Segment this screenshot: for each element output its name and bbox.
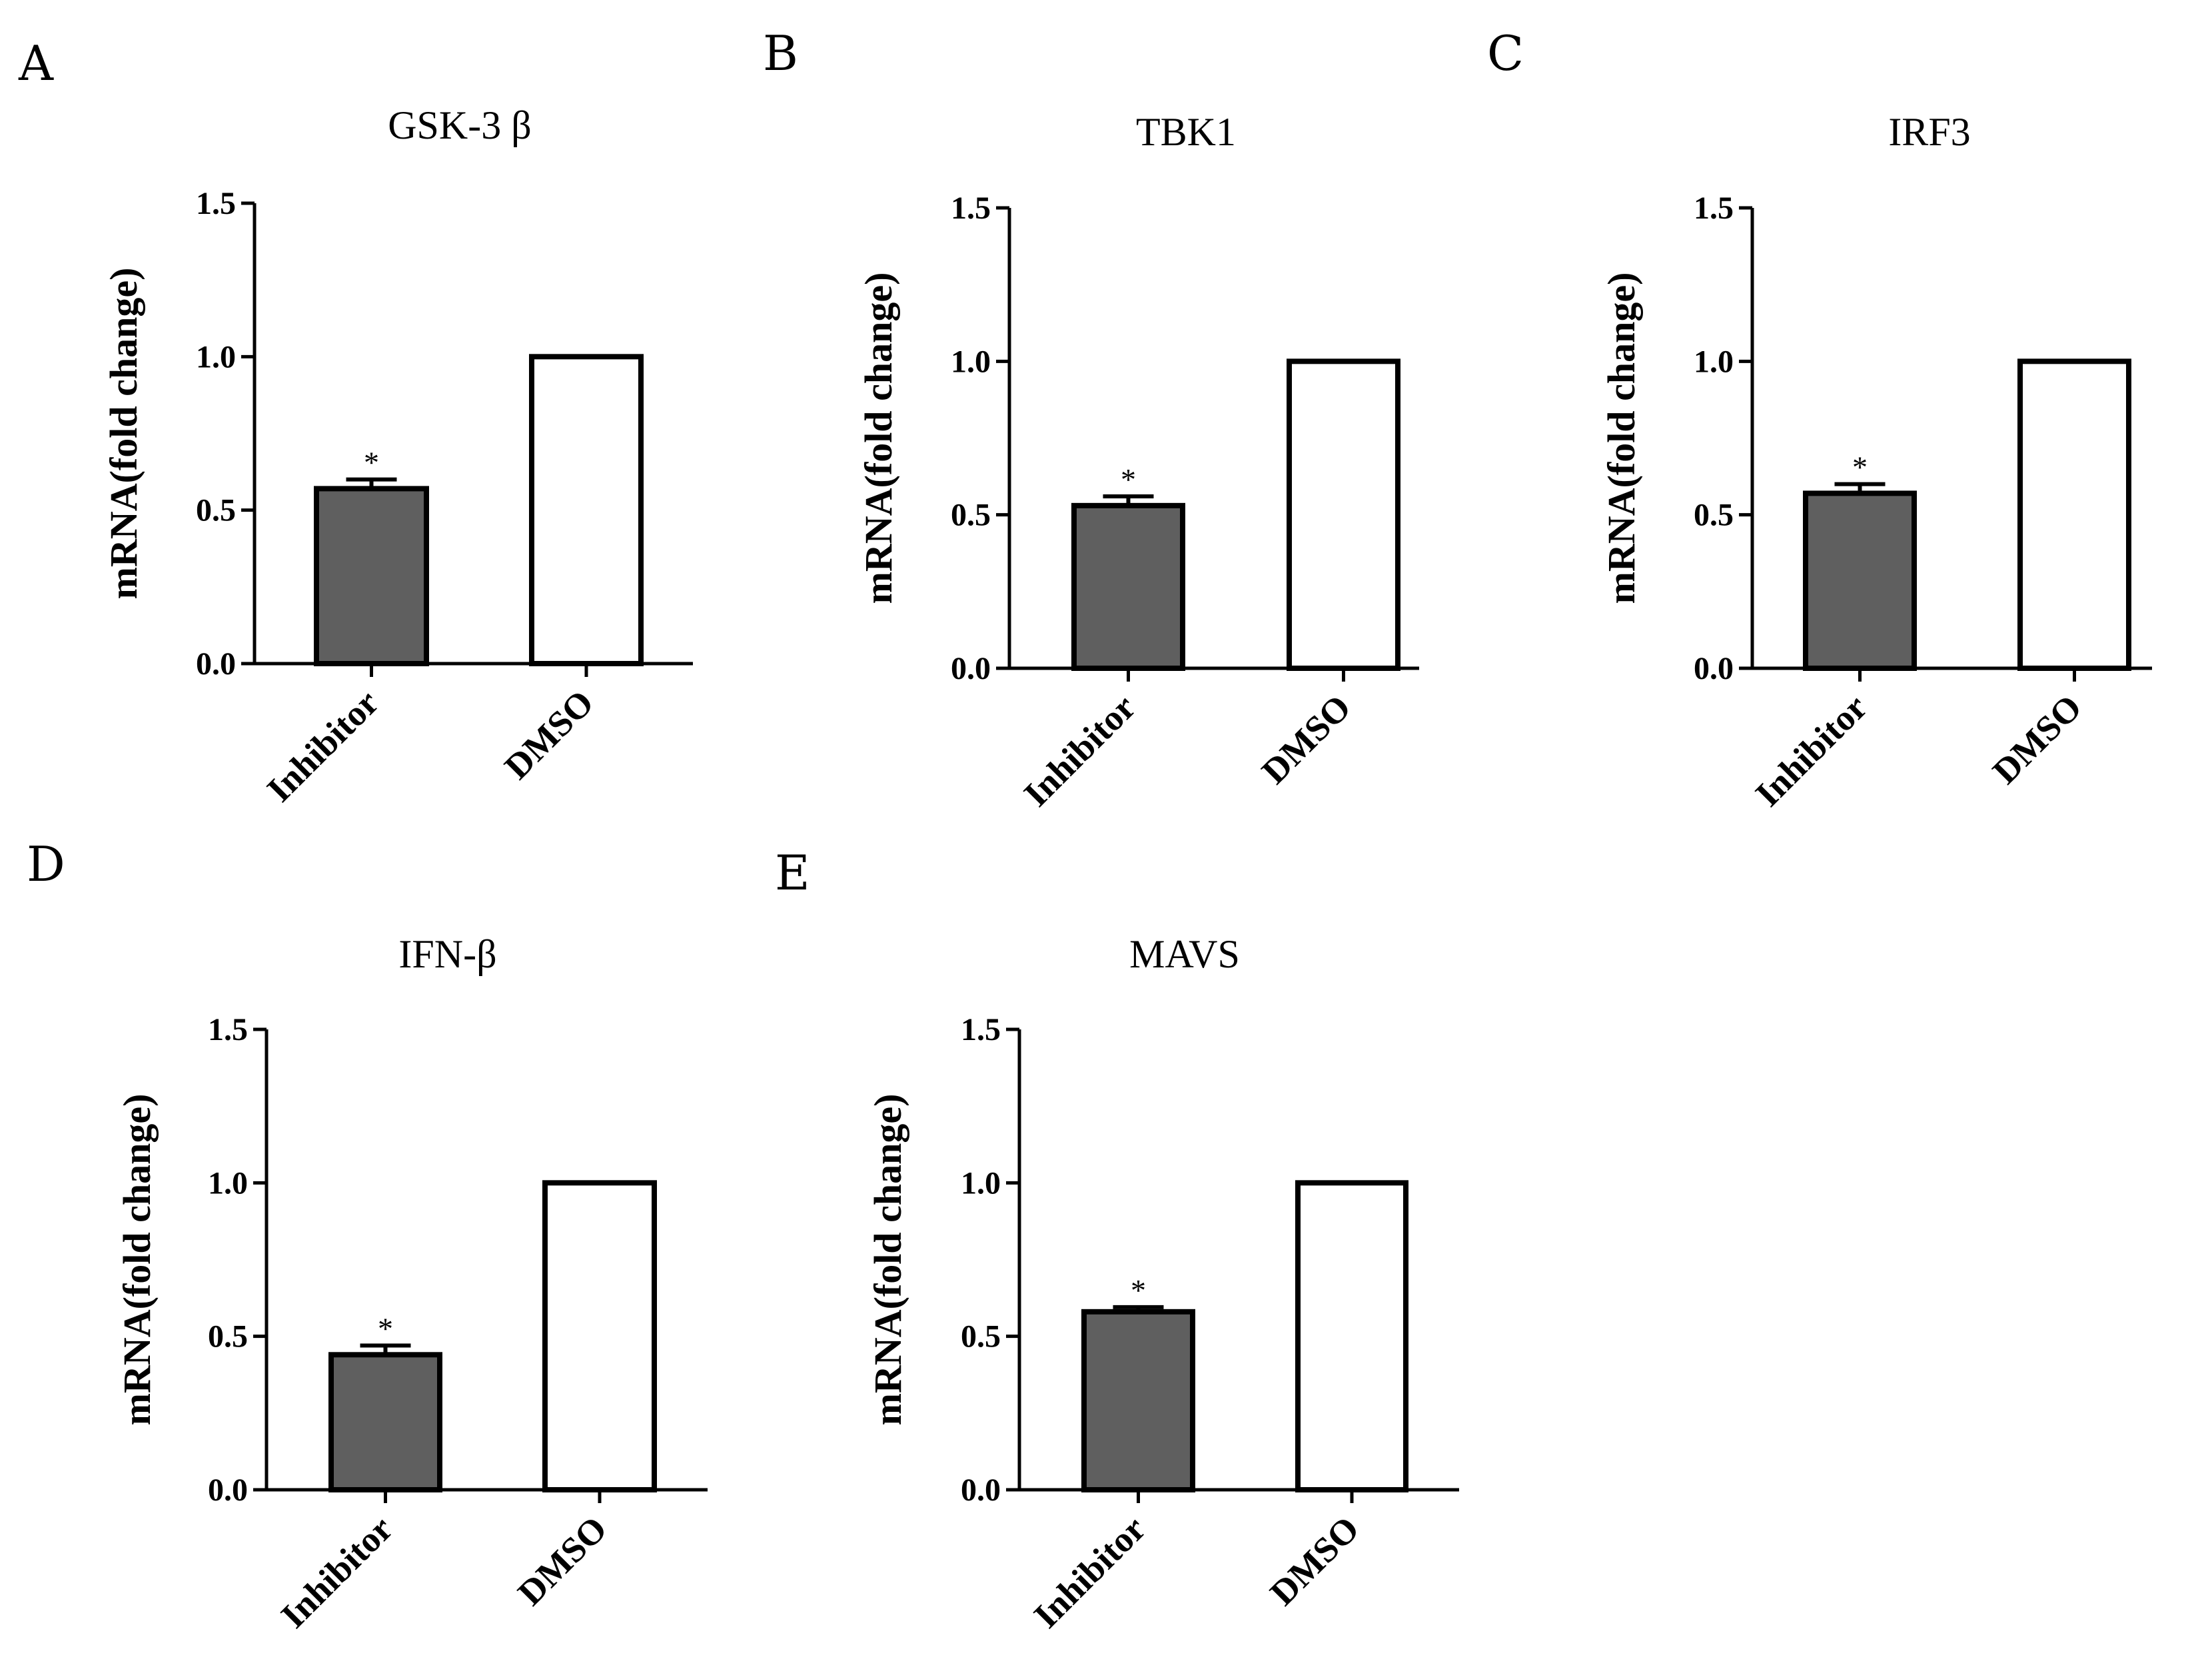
bar-dmso <box>1295 1180 1408 1493</box>
significance-marker: * <box>1131 1273 1146 1307</box>
x-category-label: Inhibitor <box>273 1508 400 1636</box>
y-axis-label: mRNA(fold change) <box>866 1094 909 1426</box>
x-category-label: Inhibitor <box>1748 687 1875 814</box>
x-category-label: Inhibitor <box>1016 687 1143 814</box>
bar-inhibitor <box>328 1352 442 1492</box>
significance-marker: * <box>378 1311 393 1345</box>
bar-dmso <box>2017 358 2131 671</box>
bar-dmso <box>529 354 644 666</box>
y-axis-label: mRNA(fold change) <box>857 273 900 604</box>
y-tick-label: 1.5 <box>1694 191 1734 226</box>
bar-inhibitor <box>314 486 429 666</box>
y-tick-label: 1.5 <box>208 1012 248 1047</box>
x-category-label: DMSO <box>1985 687 2089 792</box>
bar-inhibitor <box>1803 490 1917 671</box>
panel-letter: D <box>27 836 65 892</box>
chart-title: IRF3 <box>1888 110 1970 154</box>
y-tick-label: 0.5 <box>961 1319 1001 1355</box>
y-tick-label: 1.5 <box>951 191 991 226</box>
significance-marker: * <box>364 446 379 480</box>
chart-panel-d: D IFN-β mRNA(fold change) 0.0 0.5 1.0 1.5 * Inhi… <box>27 836 708 1636</box>
y-tick-label: 0.0 <box>961 1472 1001 1508</box>
y-tick-label: 1.5 <box>961 1012 1001 1047</box>
chart-panel-b: B TBK1 mRNA(fold change) 0.0 0.5 1.0 1.5 * Inhib… <box>763 25 1419 814</box>
significance-marker: * <box>1121 462 1136 496</box>
x-category-label: Inhibitor <box>259 682 386 810</box>
bar-inhibitor <box>1071 502 1185 672</box>
bar-dmso <box>542 1180 657 1493</box>
y-tick-label: 0.5 <box>951 498 991 533</box>
panel-letter: E <box>775 845 810 901</box>
chart-title: TBK1 <box>1136 110 1236 154</box>
panel-letter: A <box>18 35 54 91</box>
panel-letter: B <box>763 25 798 81</box>
chart-title: MAVS <box>1129 932 1240 976</box>
x-category-label: Inhibitor <box>1026 1508 1153 1636</box>
y-axis-label: mRNA(fold change) <box>1600 273 1643 604</box>
y-tick-label: 1.0 <box>1694 344 1734 379</box>
y-tick-label: 1.5 <box>196 186 236 221</box>
y-tick-label: 0.5 <box>208 1319 248 1355</box>
y-tick-label: 0.0 <box>196 646 236 682</box>
bar-dmso <box>1287 358 1400 671</box>
y-tick-label: 0.0 <box>1694 651 1734 686</box>
significance-marker: * <box>1852 450 1868 484</box>
x-category-label: DMSO <box>510 1508 615 1613</box>
y-tick-label: 0.5 <box>1694 498 1734 533</box>
y-tick-label: 0.0 <box>208 1472 248 1508</box>
x-category-label: DMSO <box>497 682 602 787</box>
chart-panel-e: E MAVS mRNA(fold change) 0.0 0.5 1.0 1.5 * Inhib… <box>775 845 1459 1636</box>
y-axis-label: mRNA(fold change) <box>102 268 145 600</box>
y-tick-label: 1.0 <box>196 339 236 374</box>
chart-title: IFN-β <box>398 932 496 976</box>
y-tick-label: 1.0 <box>951 344 991 379</box>
bar-inhibitor <box>1081 1309 1195 1493</box>
chart-panel-c: C IRF3 mRNA(fold change) 0.0 0.5 1.0 1.5 * Inhib… <box>1487 25 2152 814</box>
y-axis-label: mRNA(fold change) <box>115 1094 159 1426</box>
chart-title: GSK-3 β <box>388 103 532 147</box>
y-tick-label: 1.0 <box>961 1165 1001 1201</box>
y-tick-label: 0.5 <box>196 493 236 528</box>
panel-letter: C <box>1487 25 1524 81</box>
y-tick-label: 1.0 <box>208 1165 248 1201</box>
chart-panel-a: A GSK-3 β mRNA(fold change) 0.0 0.5 1.0 1.5 * In… <box>18 35 693 810</box>
x-category-label: DMSO <box>1263 1508 1367 1613</box>
x-category-label: DMSO <box>1254 687 1359 792</box>
y-tick-label: 0.0 <box>951 651 991 686</box>
